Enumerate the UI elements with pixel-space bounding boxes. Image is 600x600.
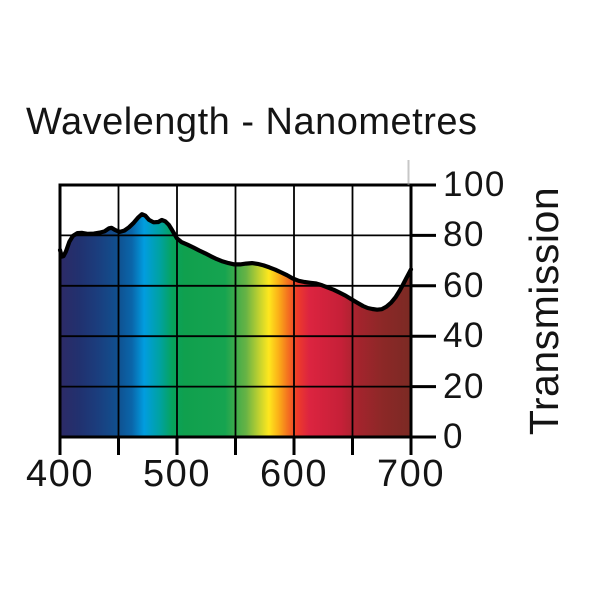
y-tick-label: 60 xyxy=(443,266,485,305)
y-tick-label: 80 xyxy=(443,215,485,254)
y-tick-label: 0 xyxy=(443,417,464,456)
chart-title: Wavelength - Nanometres xyxy=(26,101,478,143)
x-tick-label: 700 xyxy=(377,453,445,495)
transmission-curve xyxy=(57,212,414,312)
x-tick-label: 600 xyxy=(260,453,328,495)
y-tick-label: 20 xyxy=(443,367,485,406)
y-tick-label: 40 xyxy=(443,316,485,355)
x-tick-label: 500 xyxy=(143,453,211,495)
x-tick-label: 400 xyxy=(26,453,94,495)
y-axis-title: Transmission xyxy=(521,186,567,436)
y-tick-label: 100 xyxy=(443,165,506,204)
